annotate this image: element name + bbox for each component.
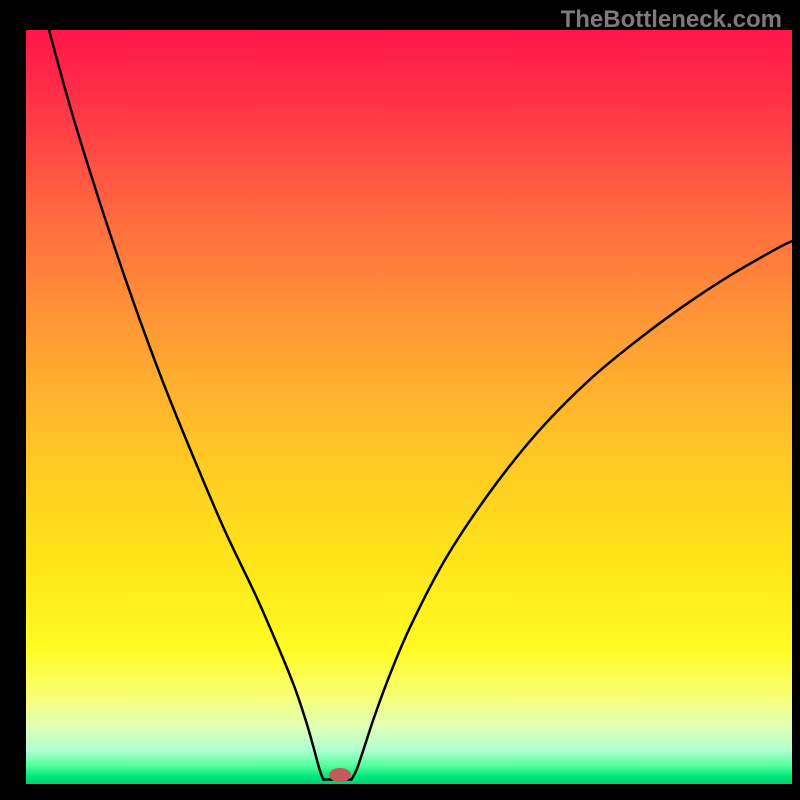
watermark-text: TheBottleneck.com: [561, 6, 782, 34]
chart-svg: [26, 30, 792, 784]
minimum-marker: [329, 768, 351, 782]
plot-area: [26, 30, 792, 784]
chart-frame: TheBottleneck.com: [0, 0, 800, 800]
gradient-background: [26, 30, 792, 784]
